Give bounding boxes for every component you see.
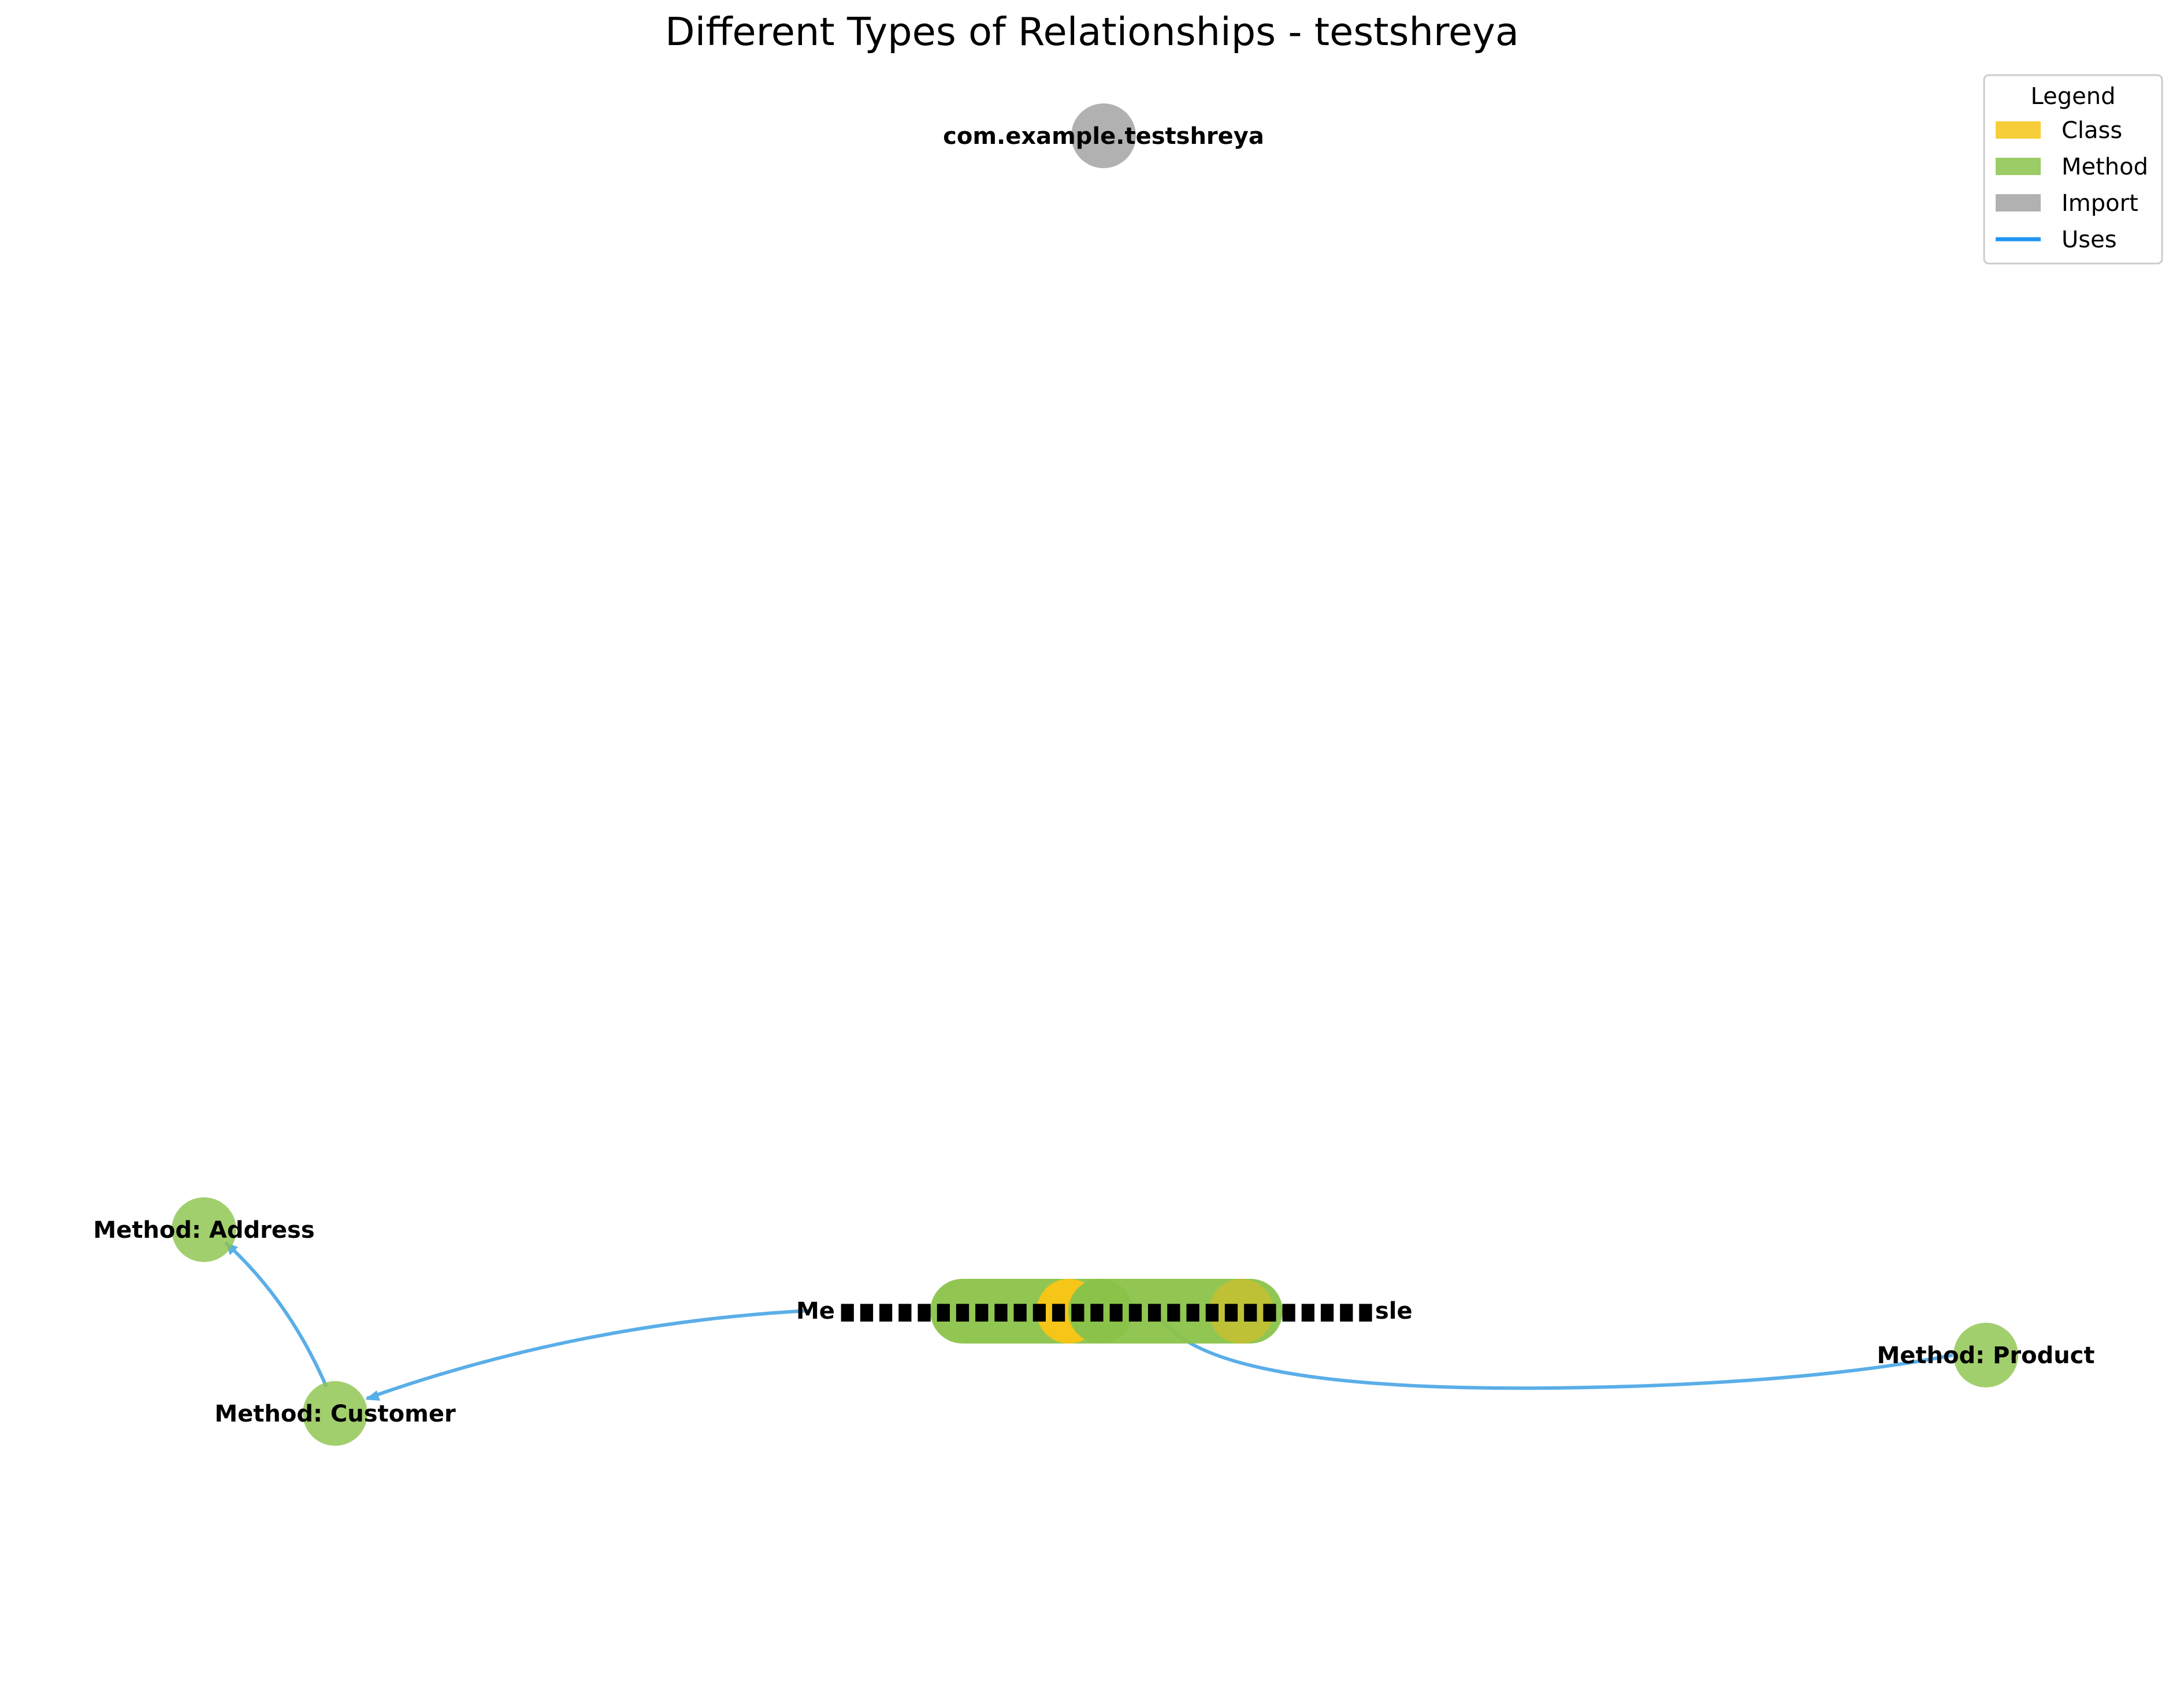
legend-title: Legend: [2031, 83, 2116, 110]
legend-label-class: Class: [2062, 117, 2122, 144]
cluster-class-node: [1209, 1279, 1273, 1344]
node-method-customer: Method: Customer: [214, 1381, 456, 1446]
node-label: Method: Product: [1877, 1342, 2094, 1369]
chart-title: Different Types of Relationships - tests…: [665, 9, 1519, 54]
node-method-address: Method: Address: [93, 1197, 315, 1262]
node-label: com.example.testshreya: [943, 123, 1264, 150]
edge-cluster-to-product: [1154, 1305, 1953, 1390]
legend-label-uses: Uses: [2062, 227, 2117, 253]
edge-customer-to-address: [224, 1241, 328, 1388]
cluster-label-fragment-left: Me: [796, 1298, 835, 1324]
node-label: Method: Address: [93, 1217, 314, 1244]
cluster-label-fragment-right: sle: [1375, 1298, 1413, 1324]
edge-cluster-to-customer: [366, 1309, 809, 1400]
legend-label-import: Import: [2062, 190, 2138, 217]
legend-swatch-method: [1996, 158, 2041, 175]
node-cluster: Me ▮▮▮▮▮▮▮▮▮▮▮▮▮▮▮▮▮▮▮▮▮▮▮▮▮▮▮▮ sle: [796, 1279, 1413, 1344]
cluster-labels-overlap: ▮▮▮▮▮▮▮▮▮▮▮▮▮▮▮▮▮▮▮▮▮▮▮▮▮▮▮▮: [838, 1298, 1375, 1324]
legend-swatch-import: [1996, 194, 2041, 211]
node-method-product: Method: Product: [1877, 1323, 2095, 1387]
legend-label-method: Method: [2062, 154, 2148, 180]
edge-arrowhead: [365, 1390, 380, 1401]
node-import: com.example.testshreya: [943, 103, 1264, 168]
legend: Legend Class Method Import Uses: [1983, 74, 2163, 265]
cluster-method-node: [1068, 1279, 1133, 1344]
legend-swatch-class: [1996, 121, 2041, 139]
node-label: Method: Customer: [214, 1401, 456, 1427]
edges: [224, 1241, 1953, 1401]
